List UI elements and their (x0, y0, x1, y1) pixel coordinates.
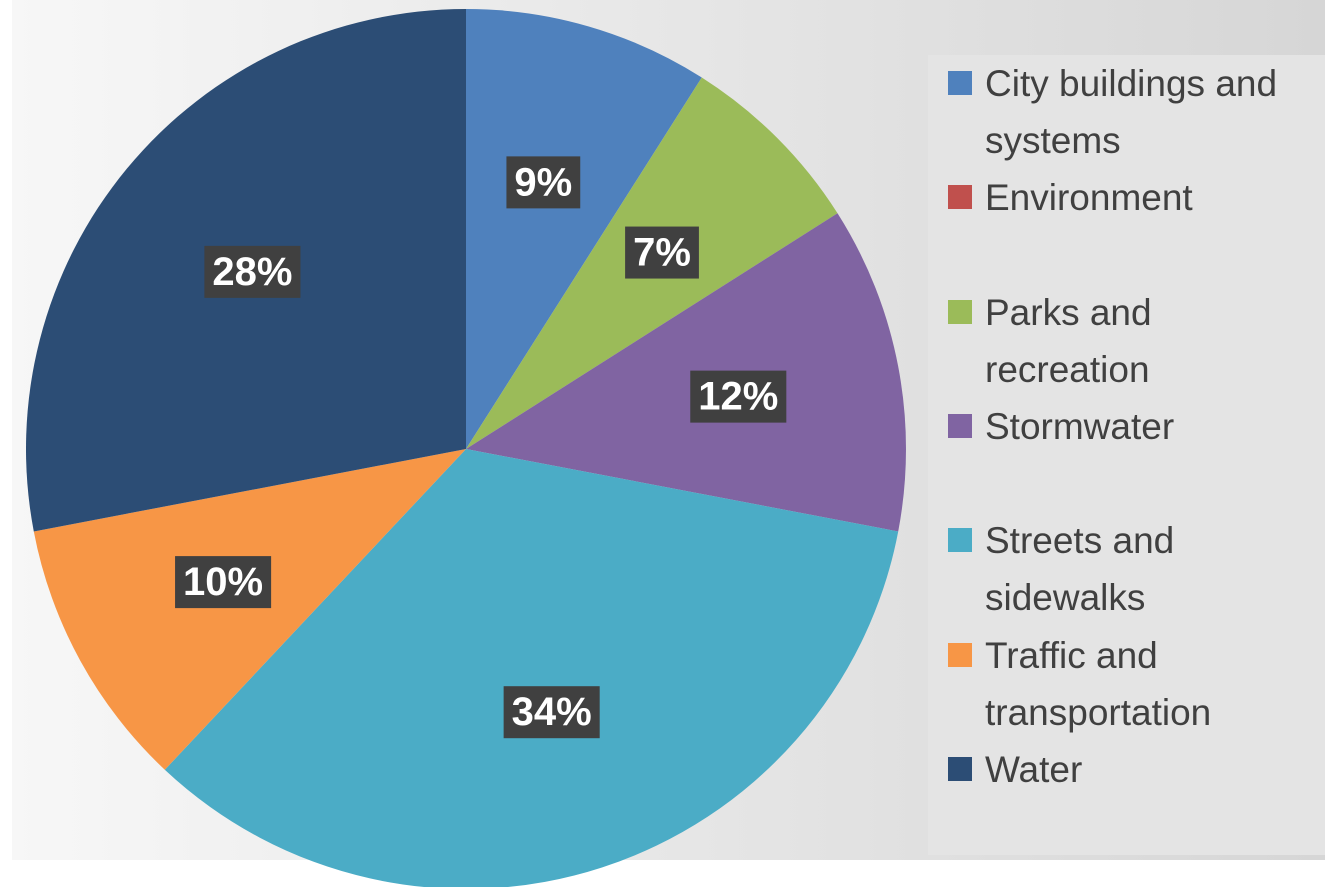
data-label-text: 34% (512, 690, 592, 734)
legend-swatch (948, 185, 972, 210)
data-label: 10% (175, 556, 272, 609)
data-label: 28% (204, 245, 301, 298)
legend-label: Stormwater (985, 405, 1175, 447)
data-label: 34% (503, 686, 600, 739)
pie-slice (164, 449, 899, 887)
data-label: 9% (506, 156, 581, 209)
data-label-box (625, 226, 699, 279)
legend-item: Water (948, 741, 1325, 855)
pie-slice (33, 449, 466, 770)
data-label: 12% (690, 370, 787, 423)
data-label-box (204, 245, 301, 298)
data-label-box (506, 156, 581, 209)
legend: City buildings and systems Environment Par… (928, 55, 1325, 855)
legend-item: Stormwater (948, 398, 1325, 512)
legend-item: Environment (948, 169, 1325, 283)
data-label-text: 9% (514, 160, 572, 204)
legend-swatch (948, 642, 972, 667)
data-label-box (175, 556, 272, 609)
legend-label: Traffic and transportation (985, 634, 1212, 733)
legend-label: City buildings and systems (985, 63, 1278, 161)
legend-item: Traffic and transportation (948, 627, 1325, 741)
pie-slice (466, 213, 906, 532)
legend-item: City buildings and systems (948, 55, 1325, 169)
data-label: 7% (625, 226, 699, 279)
pie-slice (466, 9, 702, 449)
legend-item: Parks and recreation (948, 284, 1325, 398)
data-label-text: 7% (633, 231, 691, 275)
legend-swatch (948, 756, 972, 781)
legend-swatch (948, 71, 972, 95)
legend-label: Environment (985, 177, 1193, 219)
legend-swatch (948, 413, 972, 438)
data-label-text: 12% (698, 375, 778, 419)
legend-label: Water (985, 748, 1083, 790)
data-label-text: 28% (212, 250, 292, 294)
legend-label: Parks and recreation (985, 291, 1152, 390)
legend-swatch (948, 528, 972, 553)
data-label-box (690, 370, 787, 423)
data-label-box (503, 686, 600, 739)
legend-label: Streets and sidewalks (985, 520, 1175, 619)
legend-item: Streets and sidewalks (948, 512, 1325, 626)
data-label-text: 10% (183, 560, 263, 604)
legend-swatch (948, 299, 972, 324)
